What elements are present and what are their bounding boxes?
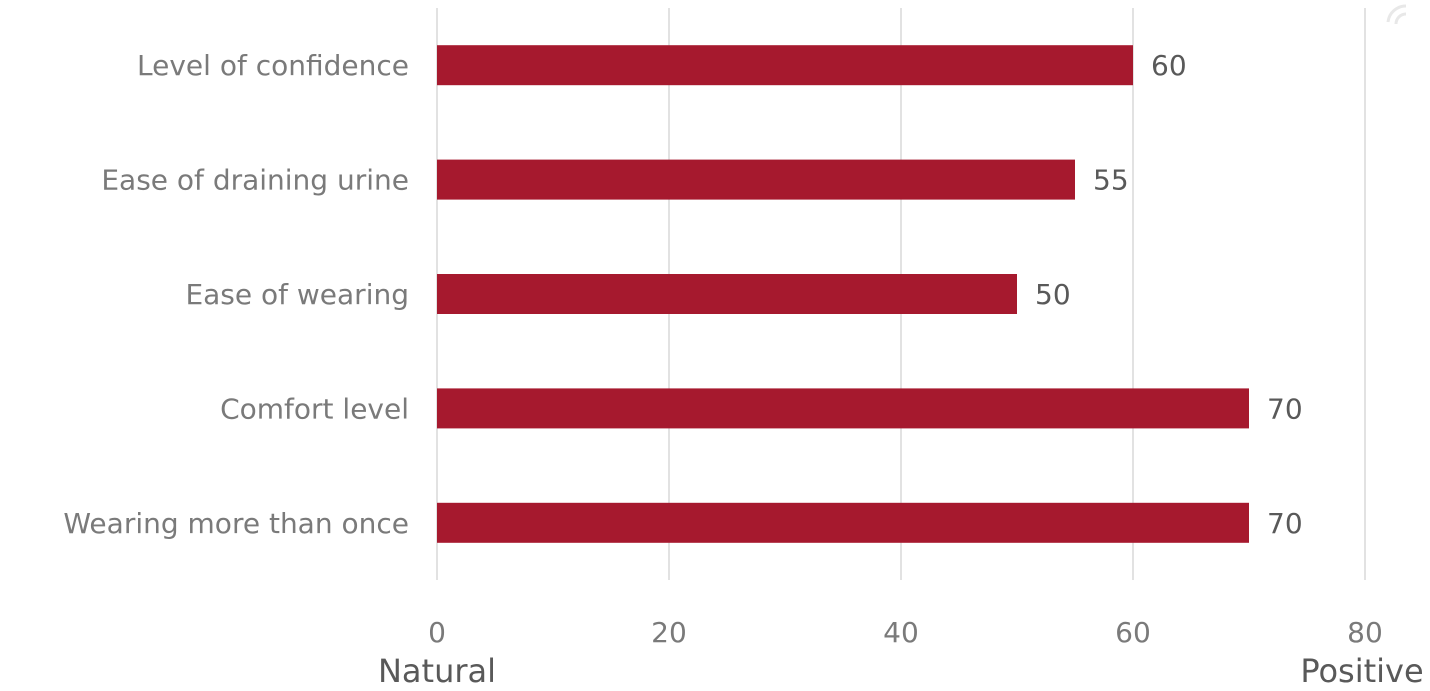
x-tick-label: 40 [883,616,919,649]
labels: 0 20 40 60 80 Level of confidence 60 Ease of dr… [63,49,1382,649]
bars [437,45,1249,543]
data-label: 60 [1151,49,1187,82]
category-label: Comfort level [220,392,409,425]
x-tick-label: 0 [428,616,446,649]
category-label: Ease of wearing [185,278,409,311]
x-tick-label: 20 [651,616,687,649]
data-label: 70 [1267,392,1303,425]
category-label: Wearing more than once [63,507,409,540]
x-tick-label: 60 [1115,616,1151,649]
x-end-label-left: Natural [378,652,496,690]
data-label: 70 [1267,507,1303,540]
bar [437,159,1075,200]
bar [437,502,1249,543]
x-end-label-right: Positive [1300,652,1423,690]
category-label: Ease of draining urine [101,164,409,197]
bar [437,388,1249,429]
data-label: 50 [1035,278,1071,311]
bar [437,45,1133,86]
bar [437,274,1017,314]
data-label: 55 [1093,164,1129,197]
category-label: Level of confidence [137,49,409,82]
x-tick-label: 80 [1347,616,1383,649]
watermark-logo [1386,4,1407,25]
